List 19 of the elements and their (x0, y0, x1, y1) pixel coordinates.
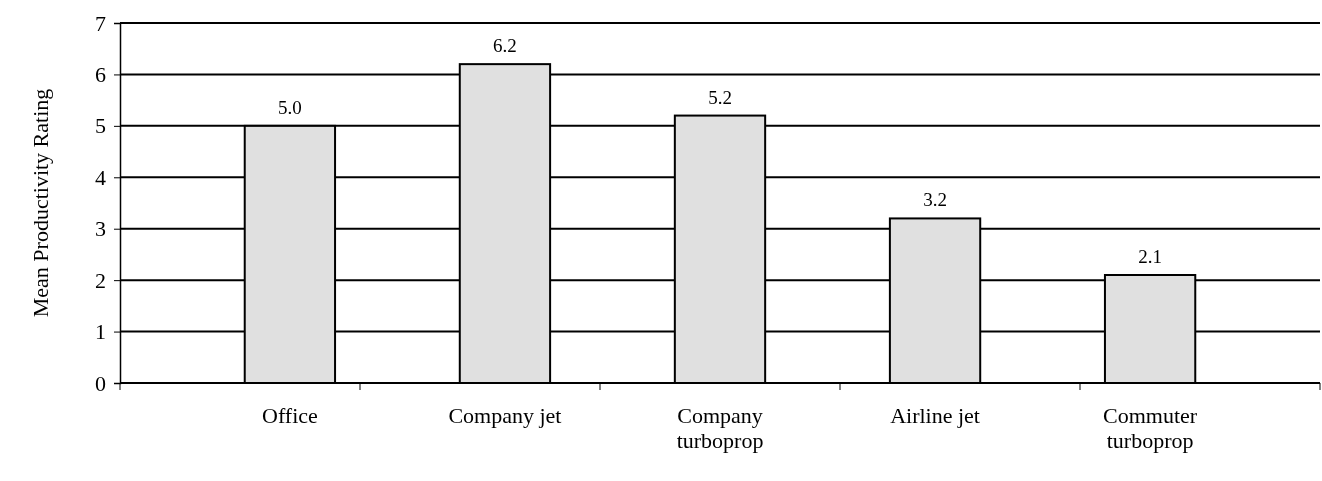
y-tick-label: 1 (95, 319, 106, 345)
y-tick-label: 5 (95, 113, 106, 139)
x-tick-label: Airline jet (890, 403, 980, 428)
data-label: 6.2 (493, 35, 517, 57)
y-tick-label: 7 (95, 10, 106, 36)
y-axis-title: Mean Productivity Rating (28, 88, 53, 318)
y-tick-label: 0 (95, 370, 106, 396)
y-tick-label: 3 (95, 216, 106, 242)
data-label: 3.2 (923, 189, 947, 211)
data-label: 5.2 (708, 86, 732, 108)
x-tick-label: Commuter turboprop (1103, 403, 1198, 454)
y-tick-label: 4 (95, 164, 106, 190)
data-label: 2.1 (1138, 246, 1162, 267)
x-tick-label: Company turboprop (676, 403, 764, 454)
x-tick-label: Company jet (448, 403, 562, 428)
y-tick-label: 2 (95, 267, 106, 293)
y-tick-label: 6 (95, 61, 106, 87)
data-label: 5.0 (278, 96, 302, 118)
x-tick-label: Office (261, 403, 318, 428)
